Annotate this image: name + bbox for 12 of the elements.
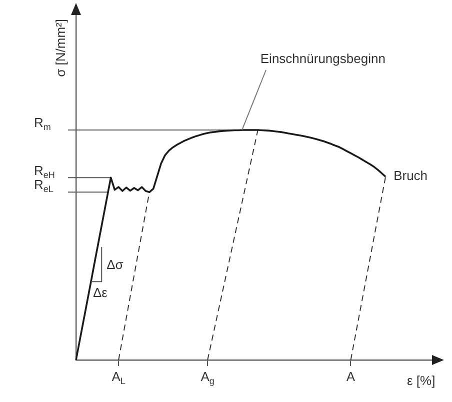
ref-line-label: R$_{m}$ [34, 115, 51, 132]
x-tick-label: A$_{g}$ [200, 369, 214, 386]
x-axis-title: ε [%] [407, 373, 436, 388]
annotation: Δσ [106, 257, 124, 272]
y-axis-title: σ [N/mm²] [53, 19, 68, 77]
ref-line-label: R$_{eH}$ [34, 162, 55, 180]
text: Einschnürungsbeginn [260, 51, 386, 66]
annotation: Δε [92, 284, 108, 300]
x-tick-label: A$_{L}$ [112, 369, 126, 386]
ref-line-label: R$_{eL}$ [34, 177, 54, 194]
x-tick-label: A [346, 369, 356, 384]
annotation: Bruch [394, 168, 428, 183]
